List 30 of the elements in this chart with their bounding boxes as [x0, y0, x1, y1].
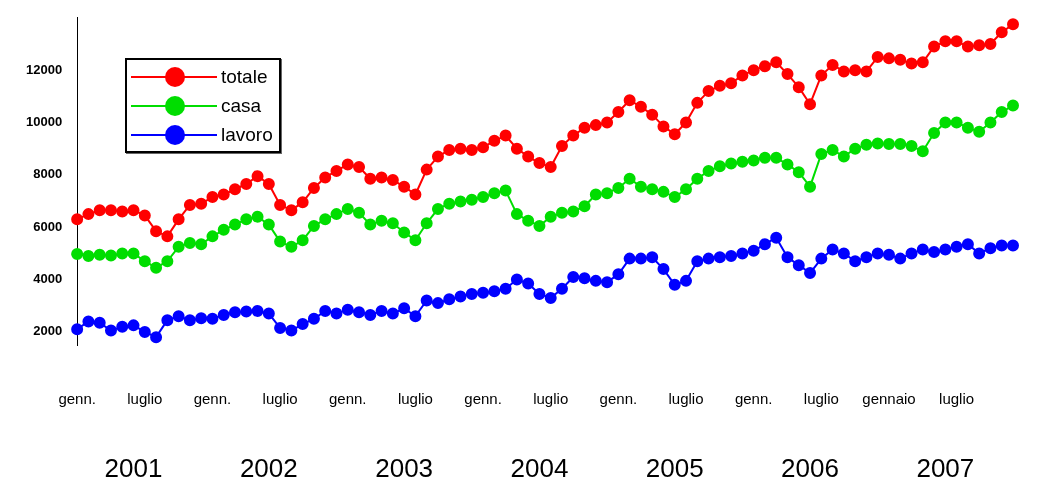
x-tick-label: genn.	[599, 390, 638, 408]
y-tick-label: 8000	[33, 166, 63, 182]
legend-label: lavoro	[221, 123, 273, 146]
x-tick-label: luglio	[127, 390, 163, 408]
x-tick-label: luglio	[803, 390, 839, 408]
text: 2001	[104, 453, 163, 484]
x-tick-label: genn.	[464, 390, 502, 408]
y-tick-label: 6000	[33, 218, 63, 234]
x-tick-label: luglio	[668, 390, 704, 408]
text: 2006	[781, 453, 839, 484]
text: 2002	[239, 453, 298, 484]
x-tick-label: genn.	[58, 390, 96, 408]
x-tick-label: luglio	[533, 390, 569, 408]
x-tick-label: gennaio	[862, 390, 916, 408]
text: 2005	[645, 453, 704, 484]
y-tick-label: 2000	[33, 323, 63, 339]
x-tick-label: luglio	[397, 390, 433, 408]
y-tick-label: 4000	[33, 271, 63, 287]
x-tick-label: luglio	[262, 390, 298, 408]
legend-label: casa	[221, 94, 262, 117]
x-tick-label: genn.	[193, 390, 232, 408]
legend-label: totale	[221, 65, 268, 88]
x-tick-label: genn.	[328, 390, 367, 408]
y-tick-label: 12000	[25, 61, 63, 77]
y-tick-label: 10000	[25, 114, 63, 130]
x-tick-label: genn.	[734, 390, 773, 408]
text: 2007	[916, 453, 975, 484]
text: 2004	[510, 453, 569, 484]
x-tick-label: luglio	[939, 390, 975, 408]
text: 2003	[375, 453, 434, 484]
